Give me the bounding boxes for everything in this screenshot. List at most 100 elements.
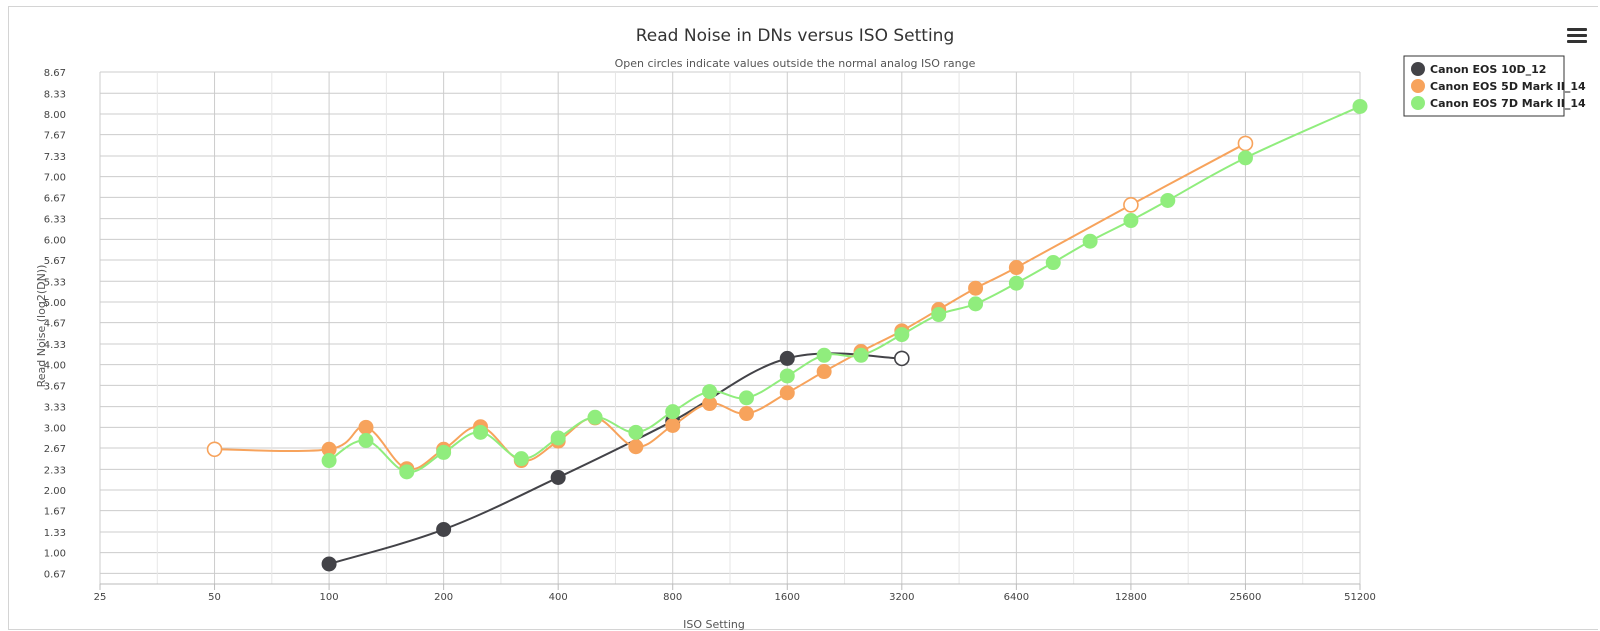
y-tick-label: 8.33 xyxy=(44,89,66,100)
chart-subtitle: Open circles indicate values outside the… xyxy=(615,57,976,70)
legend-marker xyxy=(1411,96,1425,110)
data-point[interactable] xyxy=(853,347,869,363)
legend[interactable]: Canon EOS 10D_12 Canon EOS 5D Mark II_14 C… xyxy=(1403,55,1586,117)
chart-title: Read Noise in DNs versus ISO Setting xyxy=(636,26,955,46)
series-group xyxy=(321,98,1368,480)
y-tick-label: 3.33 xyxy=(44,403,66,414)
legend-marker xyxy=(1411,79,1425,93)
hamburger-icon-bar xyxy=(1567,34,1587,37)
data-point[interactable] xyxy=(473,424,489,440)
legend-item[interactable]: Canon EOS 7D Mark II_14 xyxy=(1411,96,1586,110)
data-point[interactable] xyxy=(968,296,984,312)
x-tick-label: 6400 xyxy=(1004,592,1029,603)
legend-label: Canon EOS 7D Mark II_14 xyxy=(1430,97,1586,110)
hamburger-icon-bar xyxy=(1567,40,1587,43)
data-point[interactable] xyxy=(628,424,644,440)
hamburger-icon-bar xyxy=(1567,28,1587,31)
y-tick-label: 2.67 xyxy=(44,444,66,455)
x-tick-label: 1600 xyxy=(775,592,800,603)
x-tick-label: 25 xyxy=(94,592,107,603)
data-point[interactable] xyxy=(931,307,947,323)
data-point[interactable] xyxy=(816,347,832,363)
data-point[interactable] xyxy=(665,417,681,433)
data-point[interactable] xyxy=(1082,233,1098,249)
data-point[interactable] xyxy=(399,464,415,480)
data-point-open[interactable] xyxy=(894,350,910,367)
data-point[interactable] xyxy=(738,406,754,422)
x-tick-label: 800 xyxy=(663,592,682,603)
x-tick-label: 25600 xyxy=(1230,592,1262,603)
data-point[interactable] xyxy=(1160,192,1176,208)
data-point[interactable] xyxy=(968,280,984,296)
data-point[interactable] xyxy=(779,368,795,384)
data-point[interactable] xyxy=(1352,98,1368,114)
y-tick-label: 1.00 xyxy=(44,549,66,560)
data-point[interactable] xyxy=(436,444,452,460)
data-point[interactable] xyxy=(358,419,374,435)
x-axis-title: ISO Setting xyxy=(683,618,745,631)
data-point[interactable] xyxy=(816,364,832,380)
chart-frame xyxy=(8,6,1598,630)
series-line xyxy=(328,352,902,565)
y-tick-label: 6.00 xyxy=(44,235,66,246)
y-tick-label: 2.00 xyxy=(44,486,66,497)
data-point[interactable] xyxy=(779,350,795,366)
data-point[interactable] xyxy=(738,390,754,406)
data-point[interactable] xyxy=(436,521,452,537)
data-point[interactable] xyxy=(587,409,603,425)
x-tick-label: 200 xyxy=(434,592,453,603)
chart-menu-button[interactable] xyxy=(1567,28,1587,46)
data-point[interactable] xyxy=(550,430,566,446)
y-tick-label: 4.33 xyxy=(44,340,66,351)
y-tick-label: 0.67 xyxy=(44,569,66,580)
data-point[interactable] xyxy=(702,384,718,400)
y-tick-label: 7.67 xyxy=(44,131,66,142)
y-tick-label: 2.33 xyxy=(44,465,66,476)
data-point[interactable] xyxy=(321,453,337,469)
legend-box xyxy=(1403,55,1565,117)
y-tick-label: 3.00 xyxy=(44,423,66,434)
data-point-open[interactable] xyxy=(206,441,223,458)
x-tick-label: 12800 xyxy=(1115,592,1147,603)
data-point[interactable] xyxy=(1008,275,1024,291)
data-point-open[interactable] xyxy=(1123,197,1139,213)
data-point[interactable] xyxy=(513,451,529,467)
x-tick-label: 400 xyxy=(549,592,568,603)
y-tick-label: 8.00 xyxy=(44,110,66,121)
y-tick-label: 5.00 xyxy=(44,298,66,309)
y-tick-label: 1.33 xyxy=(44,528,66,539)
y-tick-label: 4.67 xyxy=(44,319,66,330)
x-tick-label: 50 xyxy=(208,592,221,603)
data-point[interactable] xyxy=(779,385,795,401)
grid xyxy=(99,71,1361,584)
y-tick-label: 4.00 xyxy=(44,361,66,372)
y-tick-label: 5.33 xyxy=(44,277,66,288)
y-tick-label: 7.33 xyxy=(44,152,66,163)
y-tick-label: 5.67 xyxy=(44,256,66,267)
y-tick-label: 6.67 xyxy=(44,193,66,204)
y-tick-label: 6.33 xyxy=(44,215,66,226)
legend-item[interactable]: Canon EOS 10D_12 xyxy=(1411,62,1546,76)
y-tick-label: 1.67 xyxy=(44,507,66,518)
data-point[interactable] xyxy=(665,404,681,420)
data-point[interactable] xyxy=(1008,260,1024,276)
data-point[interactable] xyxy=(1237,150,1253,166)
x-tick-label: 3200 xyxy=(889,592,914,603)
x-tick-label: 100 xyxy=(320,592,339,603)
legend-label: Canon EOS 5D Mark II_14 xyxy=(1430,80,1586,93)
data-point[interactable] xyxy=(1045,255,1061,271)
data-point[interactable] xyxy=(1123,213,1139,229)
axes: 0.67 1.00 1.33 1.67 2.00 2.33 2.67 3.00 3.33 3.67… xyxy=(44,68,1376,603)
data-point[interactable] xyxy=(628,439,644,455)
data-point[interactable] xyxy=(894,327,910,343)
data-point[interactable] xyxy=(550,469,566,485)
data-point-open[interactable] xyxy=(1237,135,1254,152)
series xyxy=(206,98,1368,572)
legend-marker xyxy=(1411,62,1425,76)
y-tick-label: 8.67 xyxy=(44,68,66,79)
y-tick-label: 3.67 xyxy=(44,381,66,392)
legend-item[interactable]: Canon EOS 5D Mark II_14 xyxy=(1411,79,1586,93)
data-point[interactable] xyxy=(358,432,374,448)
data-point[interactable] xyxy=(321,556,337,572)
